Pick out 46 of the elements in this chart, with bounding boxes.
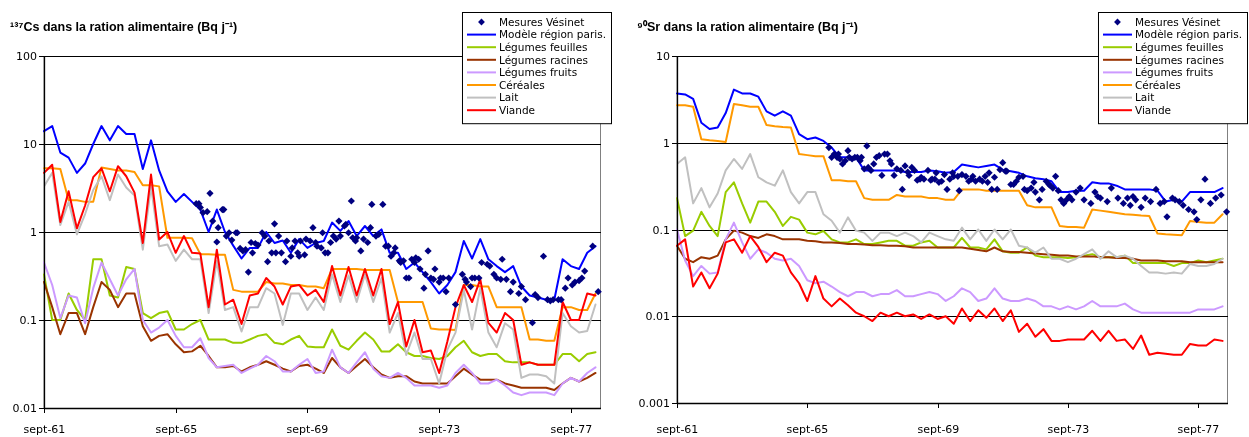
legend-label: Céréales xyxy=(1134,78,1181,91)
legend-label: Légumes fruits xyxy=(498,66,578,79)
line-series xyxy=(43,261,597,397)
x-tick-label: sept-69 xyxy=(286,423,329,436)
chart-title: ¹³⁷Cs dans la ration alimentaire (Bq j⁻¹) xyxy=(10,20,238,34)
y-tick-label: 0.01 xyxy=(645,310,670,324)
x-tick-label: sept-73 xyxy=(418,423,461,436)
legend-label: Modèle région paris. xyxy=(498,28,606,41)
line-series xyxy=(676,235,1224,356)
x-tick-label: sept-65 xyxy=(155,423,198,436)
x-tick-label: sept-77 xyxy=(1177,423,1220,436)
line-series xyxy=(43,258,597,366)
legend-label: Mesures Vésinet xyxy=(1134,15,1221,28)
y-tick-label: 10 xyxy=(656,50,670,64)
legend-label: Viande xyxy=(1134,103,1172,116)
x-tick-label: sept-73 xyxy=(1047,423,1090,436)
y-tick-label: 10 xyxy=(23,138,37,152)
legend-label: Légumes fruits xyxy=(1134,66,1214,79)
y-tick-label: 1 xyxy=(663,137,670,151)
legend-label: Viande xyxy=(498,103,536,116)
legend-label: Légumes feuilles xyxy=(1134,40,1224,53)
legend-label: Lait xyxy=(498,91,519,104)
y-tick-label: 0.001 xyxy=(638,397,670,411)
chart-title: ⁹⁰Sr dans la ration alimentaire (Bq j⁻¹) xyxy=(637,20,858,34)
legend-label: Lait xyxy=(1134,91,1155,104)
y-tick-label: 1 xyxy=(30,226,37,240)
x-tick-label: sept-65 xyxy=(786,423,829,436)
legend-label: Céréales xyxy=(498,78,545,91)
legend-label: Légumes racines xyxy=(498,53,588,66)
x-tick-label: sept-61 xyxy=(656,423,699,436)
x-tick-label: sept-77 xyxy=(550,423,593,436)
line-series xyxy=(676,153,1224,275)
line-series xyxy=(43,281,597,392)
y-tick-label: 0.01 xyxy=(12,402,37,416)
legend-label: Légumes racines xyxy=(1134,53,1224,66)
y-tick-label: 100 xyxy=(16,50,37,64)
line-series xyxy=(676,181,1224,267)
y-tick-label: 0.1 xyxy=(652,224,670,238)
legend-label: Mesures Vésinet xyxy=(498,15,585,28)
legend-label: Modèle région paris. xyxy=(1134,28,1242,41)
line-series xyxy=(676,229,1224,264)
x-tick-label: sept-69 xyxy=(917,423,960,436)
y-tick-label: 0.1 xyxy=(19,314,37,328)
x-tick-label: sept-61 xyxy=(23,423,66,436)
line-series xyxy=(676,221,1224,314)
legend-label: Légumes feuilles xyxy=(498,40,588,53)
